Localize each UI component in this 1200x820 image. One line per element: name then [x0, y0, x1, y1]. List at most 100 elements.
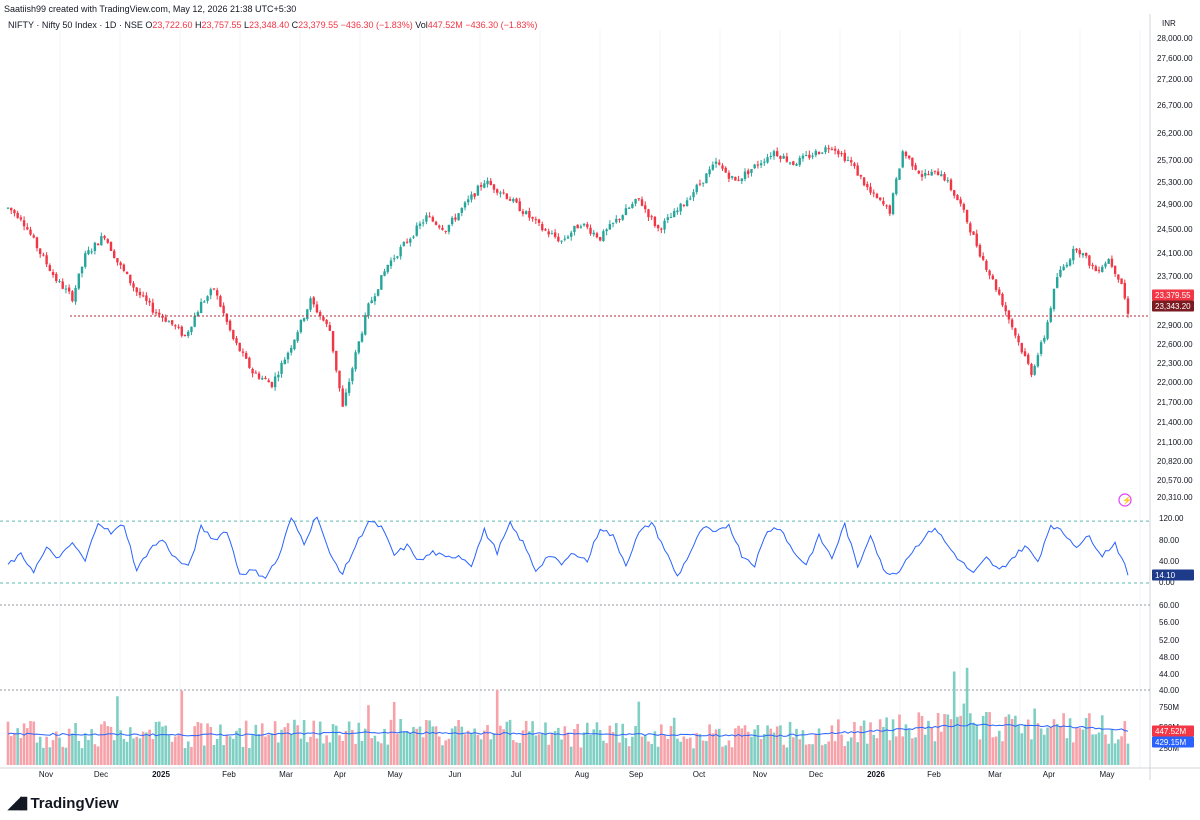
candle-body [190, 326, 193, 333]
volume-bar [975, 724, 979, 765]
volume-bar [296, 725, 299, 765]
candle-body [766, 157, 769, 163]
candle-body [93, 242, 97, 251]
volume-bar [402, 731, 406, 765]
volume-bar [1010, 719, 1014, 765]
volume-bar [866, 743, 869, 765]
candle-body [518, 201, 521, 212]
candle-body [499, 192, 502, 194]
volume-bar [891, 719, 895, 765]
volume-bar [676, 738, 679, 765]
candle-body [421, 222, 425, 224]
candle-body [734, 176, 737, 181]
volume-bar [962, 703, 966, 765]
volume-bar [45, 736, 48, 765]
candle-body [244, 352, 248, 359]
candle-body [454, 217, 457, 220]
candle-body [45, 255, 48, 265]
candle-body [19, 217, 23, 220]
time-axis[interactable]: Nov Dec 2025 Feb Mar Apr May Jun Jul Aug Sep Oct Nov… [39, 770, 1115, 779]
candle-body [1104, 263, 1107, 267]
candle-body [1014, 328, 1017, 336]
price-axis[interactable]: 28,000.00 27,600.00 27,200.00 26,700.00 26,2… [1157, 19, 1193, 753]
volume-bar [952, 671, 956, 765]
oscillator-pane[interactable] [0, 516, 1150, 584]
volume-bar [141, 731, 145, 765]
candle-body [714, 161, 718, 164]
volume-bar [737, 725, 740, 765]
time-tick-label: Dec [94, 770, 108, 779]
volume-bar [840, 734, 843, 765]
tradingview-brand[interactable]: ◢▮ TradingView [8, 793, 119, 813]
volume-bar [923, 734, 927, 765]
candle-body [441, 227, 444, 230]
candle-body [550, 233, 554, 235]
volume-pane[interactable] [6, 667, 1130, 765]
candle-body [940, 174, 943, 177]
candle-body [621, 215, 624, 220]
candle-body [270, 382, 274, 388]
candle-body [290, 347, 293, 353]
volume-bar [499, 725, 502, 765]
candle-body [644, 205, 647, 210]
candle-body [257, 373, 261, 379]
candle-body [647, 209, 650, 218]
candle-body [434, 221, 438, 225]
candle-body [898, 168, 901, 180]
candle-body [602, 231, 605, 242]
candle-body [328, 325, 332, 331]
candle-body [1068, 259, 1072, 266]
candle-body [495, 189, 499, 193]
legend-open: 23,722.60 [152, 20, 193, 30]
volume-bar [415, 728, 419, 765]
alert-icon[interactable] [1118, 493, 1132, 507]
candle-body [438, 225, 441, 228]
candle-body [177, 326, 180, 328]
candle-body [1017, 335, 1020, 343]
volume-bar [528, 731, 531, 765]
volume-bar [1071, 742, 1075, 765]
legend-symbol[interactable]: NIFTY · Nifty 50 Index · 1D · NSE [8, 20, 143, 30]
candle-body [743, 171, 747, 179]
price-line-label: 23,343.20 [1155, 302, 1191, 311]
volume-bar [425, 719, 428, 765]
candle-body [248, 357, 251, 368]
volume-bar [322, 743, 325, 765]
candle-body [830, 148, 834, 150]
candle-body [1039, 342, 1043, 354]
candle-body [1055, 277, 1059, 288]
volume-bar [843, 746, 847, 765]
candle-body [740, 178, 743, 182]
candle-body [875, 193, 879, 199]
candle-body [528, 211, 531, 218]
volume-bar [483, 730, 486, 765]
candle-body [753, 164, 756, 169]
candle-body [383, 271, 386, 276]
candle-body [557, 236, 560, 242]
candle-body [669, 216, 673, 218]
candle-body [570, 232, 573, 237]
candle-body [1052, 288, 1056, 310]
candle-body [351, 368, 354, 382]
candle-body [67, 287, 71, 292]
volume-bar [540, 733, 544, 765]
volume-bar [666, 739, 670, 765]
candle-body [444, 230, 447, 232]
candle-body [354, 352, 357, 370]
volume-bar [795, 728, 798, 765]
candle-body [84, 253, 87, 267]
price-tick-label: 25,700.00 [1157, 156, 1193, 165]
volume-bar [241, 746, 245, 765]
price-line-label-bg [1152, 300, 1194, 312]
volume-bar [489, 739, 493, 765]
volume-bar [1094, 734, 1098, 765]
price-pane[interactable] [6, 144, 1150, 407]
volume-bar [531, 721, 534, 765]
volume-bar [888, 740, 892, 765]
volume-bar [280, 729, 283, 765]
last-price-label-bg [1152, 289, 1194, 301]
candle-body [531, 216, 534, 219]
legend-vol: 447.52M [427, 20, 463, 30]
candle-body [946, 180, 949, 182]
